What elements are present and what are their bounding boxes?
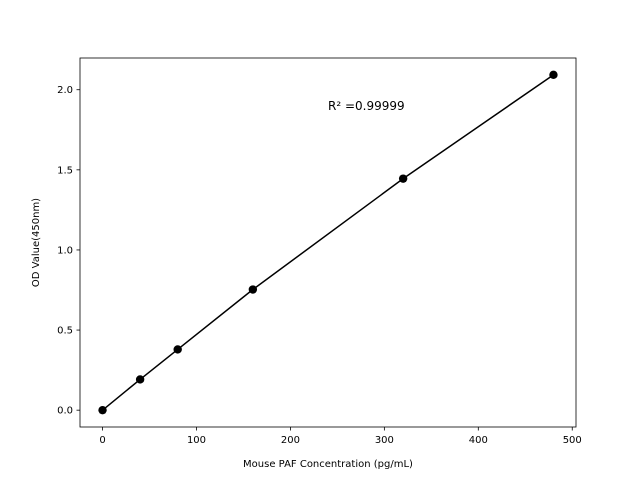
plot-frame (79, 57, 577, 428)
x-tick-label: 0 (99, 435, 105, 446)
y-axis-label: OD Value(450nm) (31, 198, 42, 287)
y-tick-label: 2.0 (57, 85, 73, 96)
y-tick-label: 0.5 (57, 326, 73, 337)
x-tick-label: 100 (187, 435, 206, 446)
data-point (135, 375, 145, 384)
x-tick-label: 500 (563, 435, 582, 446)
series-line (102, 74, 554, 411)
y-tick-label: 0.0 (57, 406, 73, 417)
x-tick-label: 400 (469, 435, 488, 446)
x-tick-label: 200 (281, 435, 300, 446)
data-point (549, 70, 558, 80)
data-point (248, 285, 258, 294)
data-point (98, 405, 107, 415)
y-tick-label: 1.5 (57, 165, 73, 176)
data-point (398, 174, 408, 183)
x-axis-label: Mouse PAF Concentration (pg/mL) (243, 459, 413, 470)
data-point (173, 345, 182, 354)
r-squared-annotation: R² =0.99999 (328, 99, 405, 113)
x-tick-label: 300 (375, 435, 394, 446)
y-tick-label: 1.0 (57, 245, 73, 256)
